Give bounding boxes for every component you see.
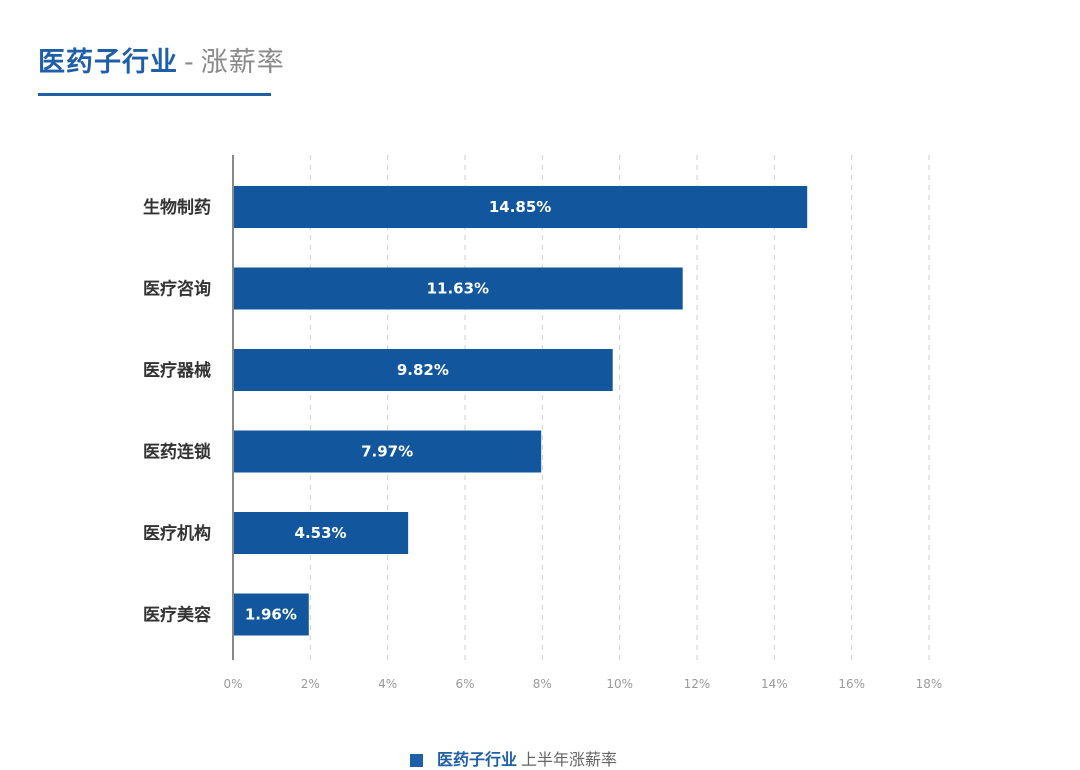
- chart-legend: 医药子行业 上半年涨薪率: [410, 746, 617, 770]
- x-tick-label: 8%: [533, 677, 552, 691]
- data-label: 7.97%: [361, 443, 413, 461]
- x-tick-label: 18%: [916, 677, 943, 691]
- x-tick-label: 16%: [838, 677, 865, 691]
- title-subtitle: 涨薪率: [200, 47, 285, 78]
- data-label: 14.85%: [489, 198, 551, 216]
- page-title: 医药子行业 - 涨薪率: [38, 40, 285, 79]
- x-tick-label: 6%: [455, 677, 474, 691]
- legend-suffix: 上半年涨薪率: [521, 750, 618, 769]
- bar: [234, 267, 683, 310]
- category-label: 医疗器械: [143, 360, 211, 381]
- bar: [234, 349, 613, 391]
- category-label: 医疗咨询: [143, 279, 211, 300]
- category-label: 医疗机构: [143, 523, 211, 544]
- bar: [234, 593, 309, 636]
- bar: [234, 430, 542, 473]
- x-tick-label: 14%: [761, 677, 788, 691]
- legend-series-name: 医药子行业: [437, 750, 518, 769]
- data-label: 1.96%: [245, 606, 297, 624]
- legend-swatch: [410, 754, 423, 767]
- x-tick-label: 4%: [378, 677, 397, 691]
- data-label: 9.82%: [397, 361, 449, 379]
- bar-chart: 0% 2% 4% 6% 8% 10% 12% 14% 16% 18% 生物制药 14.85% 医疗咨询 1…: [143, 155, 943, 691]
- category-label: 生物制药: [143, 197, 211, 218]
- category-label: 医疗美容: [143, 605, 211, 626]
- bar: [234, 512, 409, 554]
- x-tick-label: 12%: [684, 677, 711, 691]
- title-separator: -: [184, 47, 195, 78]
- x-tick-label: 0%: [223, 677, 242, 691]
- bar: [234, 186, 808, 228]
- data-label: 11.63%: [427, 280, 489, 298]
- category-label: 医药连锁: [143, 442, 211, 463]
- x-tick-label: 10%: [606, 677, 633, 691]
- data-label: 4.53%: [295, 524, 347, 542]
- x-tick-label: 2%: [301, 677, 320, 691]
- title-underline: [38, 93, 271, 96]
- title-main: 医药子行业: [38, 47, 178, 78]
